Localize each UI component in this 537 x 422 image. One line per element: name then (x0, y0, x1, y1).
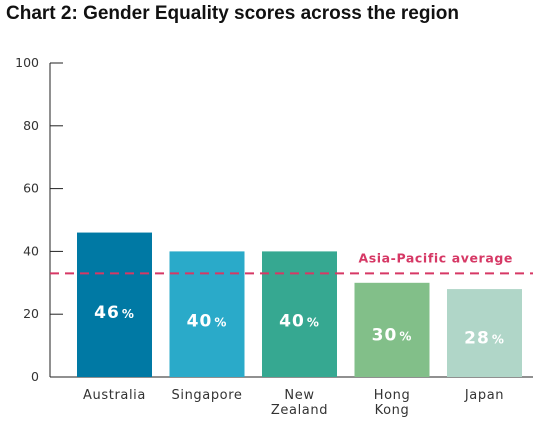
y-tick-label: 60 (23, 181, 39, 196)
y-tick-label: 80 (23, 118, 39, 133)
bar-value-label: 28% (464, 328, 505, 348)
y-tick-label: 40 (23, 243, 39, 258)
bar (262, 251, 337, 377)
x-tick-label: New Zealand (271, 388, 328, 418)
reference-line-group: Asia-Pacific average (50, 250, 533, 275)
bars (77, 232, 522, 377)
bar (354, 282, 430, 377)
bar-value-label: 40% (187, 311, 228, 331)
chart-title: Chart 2: Gender Equality scores across t… (6, 3, 459, 24)
x-tick-label: Japan (464, 388, 504, 403)
bar-value-label: 40% (279, 311, 320, 331)
x-tick-label: Singapore (172, 388, 243, 403)
bar (169, 251, 245, 377)
x-tick-label: Australia (83, 388, 146, 403)
labels: 0 20 40 60 80 100 46 % Australia 40 % Singapore 40 % N… (15, 55, 505, 418)
y-tick-label: 20 (23, 306, 39, 321)
bar-value-label: 30% (372, 326, 413, 346)
x-tick-label: Hong Kong (374, 388, 411, 418)
reference-line-label: Asia-Pacific average (358, 250, 513, 265)
bar (447, 289, 522, 377)
y-tick-label: 100 (15, 55, 39, 70)
bar-value-label: 46% (94, 303, 135, 323)
y-tick-label: 0 (31, 369, 39, 384)
bar (77, 232, 152, 377)
